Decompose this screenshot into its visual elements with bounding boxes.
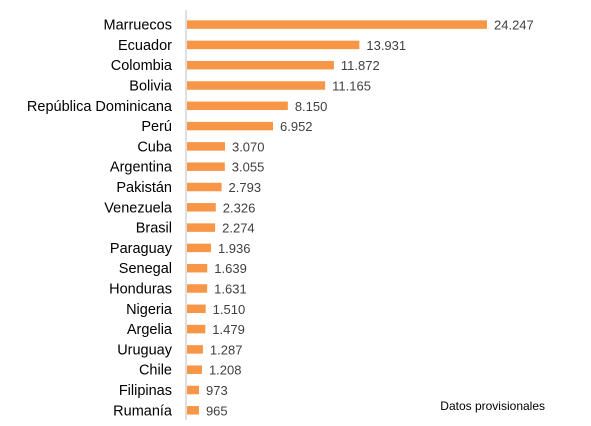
bar-15 [187, 324, 206, 334]
category-label-1: Ecuador [118, 38, 172, 54]
value-label-5: 6.952 [280, 119, 313, 134]
value-label-17: 1.208 [209, 363, 242, 378]
bar-6 [187, 142, 225, 151]
bar-14 [187, 304, 206, 314]
value-label-8: 2.793 [229, 180, 262, 195]
bar-8 [187, 182, 222, 192]
category-label-16: Uruguay [117, 342, 173, 358]
value-labels: 24.247 13.931 11.872 11.165 8.150 6.952 3.070 3… [206, 18, 534, 419]
value-label-11: 1.936 [218, 241, 251, 256]
bar-0 [187, 20, 487, 29]
bar-5 [187, 121, 274, 131]
category-label-5: Perú [141, 119, 172, 135]
value-label-7: 3.055 [232, 160, 265, 175]
value-label-16: 1.287 [210, 342, 243, 357]
value-label-1: 13.931 [366, 38, 406, 53]
category-label-11: Paraguay [110, 241, 173, 257]
bar-3 [187, 81, 326, 90]
category-label-8: Pakistán [116, 180, 172, 196]
bar-16 [187, 345, 203, 354]
category-label-10: Brasil [136, 221, 172, 237]
category-label-15: Argelia [127, 322, 173, 338]
bar-10 [187, 223, 216, 232]
bar-12 [187, 263, 208, 273]
value-label-9: 2.326 [223, 200, 256, 215]
category-label-19: Rumanía [113, 403, 173, 419]
value-label-3: 11.165 [332, 79, 371, 94]
value-label-15: 1.479 [212, 322, 245, 337]
bar-1 [187, 40, 360, 50]
value-label-18: 973 [206, 383, 228, 398]
value-label-10: 2.274 [222, 221, 255, 236]
bars [187, 20, 487, 415]
category-label-13: Honduras [109, 282, 172, 298]
provisional-data-note: Datos provisionales [440, 399, 545, 413]
category-label-2: Colombia [111, 58, 173, 74]
category-label-0: Marruecos [104, 18, 173, 34]
category-label-3: Bolivia [129, 79, 173, 95]
category-label-9: Venezuela [104, 200, 173, 216]
bar-4 [187, 101, 288, 111]
category-label-4: República Dominicana [27, 99, 173, 115]
bar-17 [187, 365, 202, 374]
bar-2 [187, 60, 334, 70]
value-label-2: 11.872 [341, 58, 380, 73]
category-label-7: Argentina [110, 160, 173, 176]
value-label-14: 1.510 [213, 302, 246, 317]
category-label-12: Senegal [119, 261, 172, 277]
category-labels: Marruecos Ecuador Colombia Bolivia República… [27, 18, 173, 420]
bar-18 [187, 385, 200, 395]
category-label-18: Filipinas [119, 383, 172, 399]
value-label-6: 3.070 [232, 139, 265, 154]
bar-19 [187, 406, 199, 415]
bar-13 [187, 284, 208, 293]
value-label-0: 24.247 [494, 18, 534, 33]
value-label-4: 8.150 [295, 99, 328, 114]
category-label-17: Chile [139, 363, 172, 379]
value-label-13: 1.631 [214, 282, 247, 297]
category-label-6: Cuba [137, 139, 173, 155]
value-label-19: 965 [206, 403, 228, 418]
value-label-12: 1.639 [214, 261, 247, 276]
bar-7 [187, 162, 225, 171]
bar-9 [187, 203, 216, 212]
bar-11 [187, 243, 211, 253]
category-label-14: Nigeria [126, 302, 173, 318]
